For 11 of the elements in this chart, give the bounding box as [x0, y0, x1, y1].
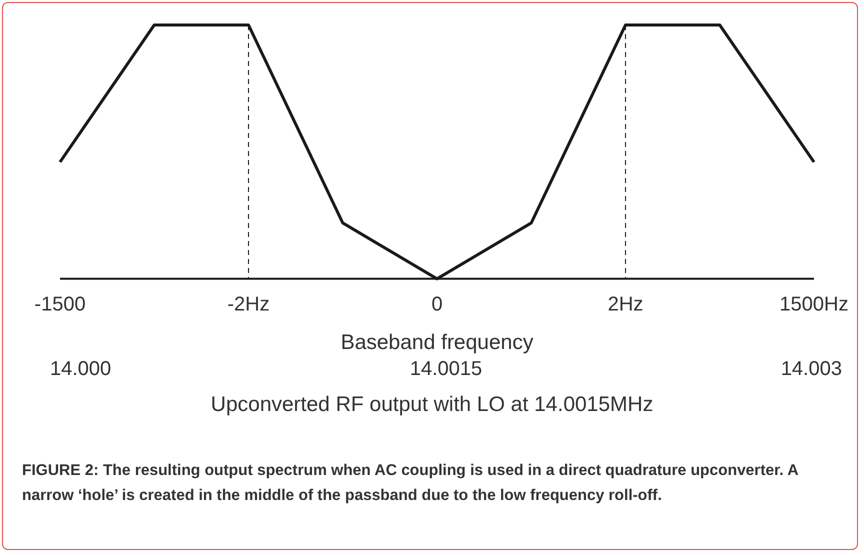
- text: 14.003: [780, 358, 842, 381]
- x-tick-label: 0: [431, 293, 443, 316]
- x-tick-label: -1500: [34, 293, 86, 316]
- x-tick-label: -2Hz: [227, 293, 270, 316]
- text: 14.000: [50, 358, 112, 381]
- caption: FIGURE 2: The resulting output spectrum when AC coupling is used in a direct quadrature upconverter. A narrow ‘hole’ is created in the middle of the passband due to the low frequency roll-off.: [22, 461, 799, 506]
- x-tick-label: 1500Hz: [780, 293, 848, 316]
- x-axis-title: Baseband frequency: [340, 331, 534, 354]
- text: Upconverted RF output with LO at 14.0015MHz: [210, 393, 654, 417]
- x-tick-label: 2Hz: [608, 293, 644, 316]
- text: 14.0015: [410, 358, 482, 381]
